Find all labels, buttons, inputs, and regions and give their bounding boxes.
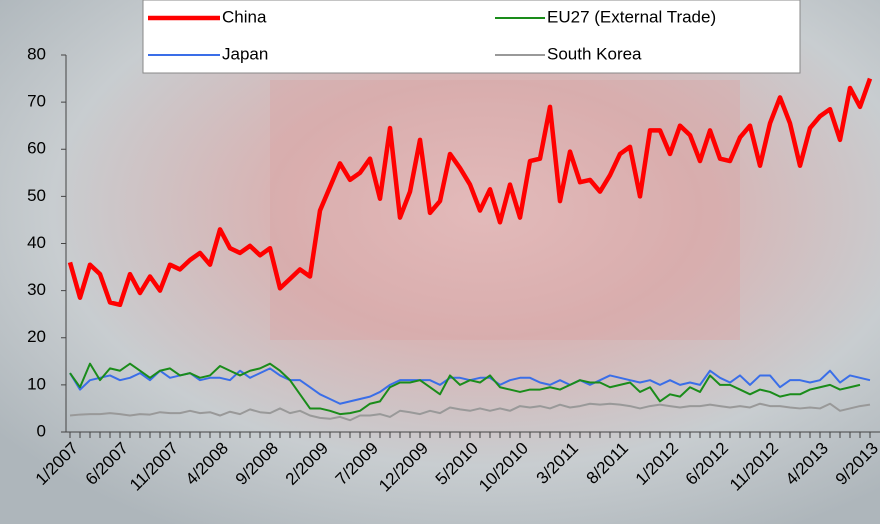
legend-label: China	[222, 7, 267, 26]
y-tick-label: 40	[27, 233, 46, 252]
y-tick-label: 60	[27, 139, 46, 158]
series-line	[67, 77, 873, 308]
y-tick-label: 30	[27, 280, 46, 299]
legend-label: EU27 (External Trade)	[547, 7, 716, 26]
y-tick-label: 20	[27, 327, 46, 346]
legend-label: South Korea	[547, 44, 642, 63]
y-tick-label: 10	[27, 374, 46, 393]
y-tick-label: 70	[27, 92, 46, 111]
y-tick-label: 50	[27, 186, 46, 205]
series-line	[69, 402, 871, 422]
legend-label: Japan	[222, 44, 268, 63]
y-tick-label: 0	[37, 421, 46, 440]
y-tick-label: 80	[27, 44, 46, 63]
legend-box	[142, 0, 801, 74]
series-line	[69, 362, 861, 416]
